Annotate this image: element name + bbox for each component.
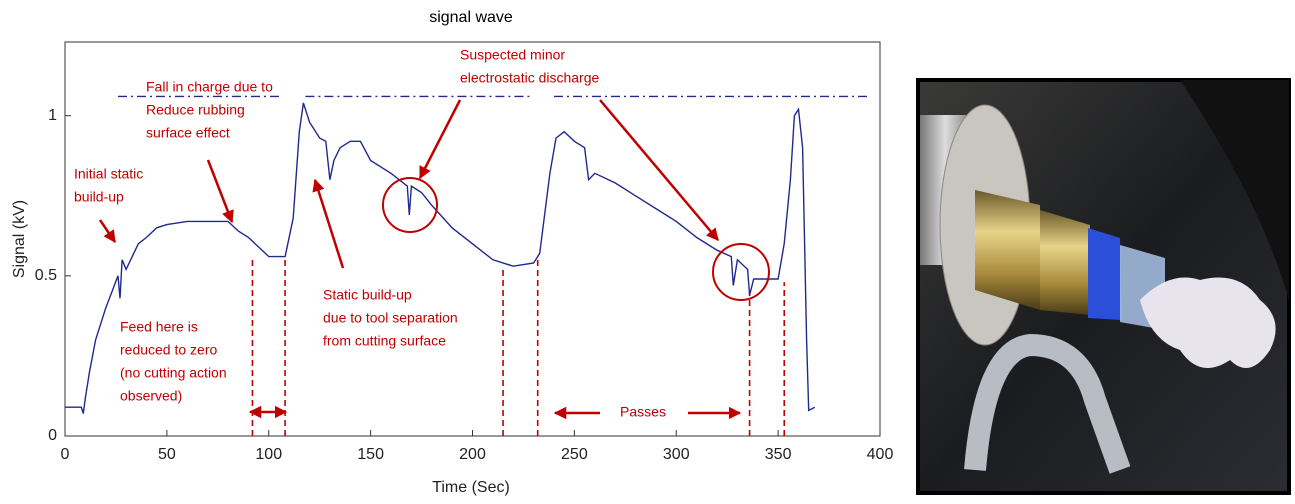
photo-shadow	[1180, 80, 1289, 300]
annotation: Reduce rubbing	[146, 102, 245, 118]
y-tick-label: 0.5	[35, 267, 57, 284]
annotation: reduced to zero	[120, 342, 217, 358]
annotation: (no cutting action	[120, 365, 227, 381]
x-tick-label: 350	[765, 446, 792, 463]
x-axis-label: Time (Sec)	[432, 479, 510, 496]
photo-chips	[1140, 277, 1276, 368]
annotation: build-up	[74, 189, 124, 205]
arrow	[206, 159, 234, 224]
annotation: Passes	[620, 404, 666, 420]
chart-title: signal wave	[429, 9, 513, 26]
annotation: Feed here is	[120, 319, 198, 335]
annotation: Suspected minor	[460, 47, 565, 63]
x-tick-label: 400	[867, 446, 894, 463]
arrow	[98, 219, 117, 244]
annotation: observed)	[120, 388, 182, 404]
photo-brass	[975, 190, 1040, 310]
annotation: surface effect	[146, 125, 230, 141]
photo-blue-ring	[1088, 228, 1122, 320]
annotation: electrostatic discharge	[460, 70, 600, 86]
x-tick-label: 100	[255, 446, 282, 463]
annotation: Fall in charge due to	[146, 79, 273, 95]
arrow	[312, 178, 345, 269]
arrow	[418, 99, 462, 180]
annotation: Static build-up	[323, 287, 412, 303]
photo-pipe	[964, 333, 1131, 474]
highlight-circle	[382, 177, 438, 233]
annotation: due to tool separation	[323, 310, 458, 326]
y-axis-label: Signal (kV)	[11, 200, 28, 278]
x-tick-label: 0	[61, 446, 70, 463]
x-tick-label: 50	[158, 446, 176, 463]
photo	[916, 78, 1291, 495]
x-tick-label: 150	[357, 446, 384, 463]
y-tick-label: 1	[48, 107, 57, 124]
photo-brass-tip	[1040, 210, 1090, 315]
x-tick-label: 300	[663, 446, 690, 463]
arrow	[599, 99, 719, 241]
annotation: Initial static	[74, 166, 143, 182]
y-tick-label: 0	[48, 427, 57, 444]
x-tick-label: 200	[459, 446, 486, 463]
x-tick-label: 250	[561, 446, 588, 463]
annotation: from cutting surface	[323, 333, 446, 349]
highlight-circle	[712, 243, 770, 301]
